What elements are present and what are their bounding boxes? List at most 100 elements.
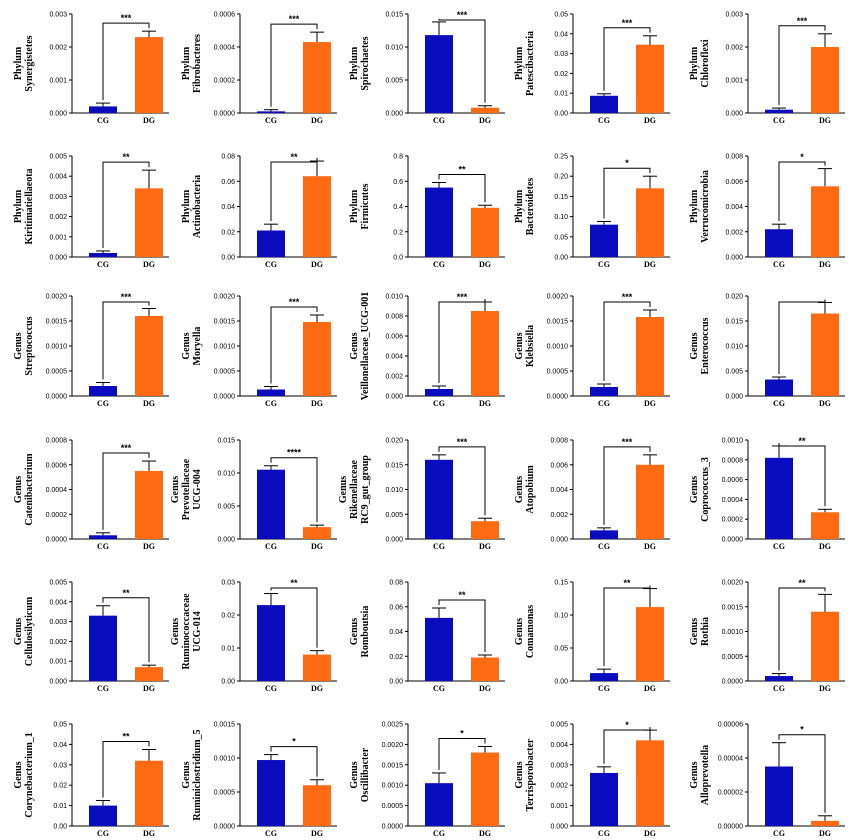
y-tick-label: 0.0008 (722, 457, 744, 464)
y-tick-label: 0.05 (554, 646, 568, 653)
significance-bracket (102, 301, 150, 380)
category-label: DG (819, 684, 831, 693)
y-tick-label: 0.005 (49, 580, 67, 587)
y-tick-label: 0.006 (725, 179, 743, 186)
y-tick-label: 0.000 (385, 111, 403, 118)
significance-label: *** (457, 10, 468, 20)
y-axis-label: Corynebacterium_1 (24, 732, 35, 818)
y-tick-label: 0.0010 (46, 344, 68, 351)
y-axis-label: Phylum (514, 189, 525, 223)
category-label: DG (143, 684, 155, 693)
y-tick-label: 0.006 (550, 462, 568, 469)
y-axis-label: UCG-014 (192, 611, 203, 652)
y-axis-label: Genus (689, 618, 700, 645)
y-tick-label: 0.001 (550, 803, 568, 810)
bar-cg (257, 111, 285, 113)
y-axis-label: Phylum (13, 189, 24, 223)
category-label: CG (97, 399, 109, 408)
significance-label: *** (289, 297, 300, 307)
significance-label: **** (287, 448, 302, 458)
significance-bracket (603, 585, 651, 667)
significance-bracket (102, 597, 150, 663)
bar-dg (135, 37, 163, 113)
y-tick-label: 0.003 (550, 762, 568, 769)
y-tick-label: 0.0020 (382, 742, 404, 749)
category-label: CG (598, 829, 610, 838)
chart-panel: 0.00 0.01 0.02 0.03 CG DG ** Genus Ruminococcace… (170, 578, 337, 693)
y-tick-label: 0.6 (393, 179, 403, 186)
y-tick-label: 0.002 (49, 45, 67, 52)
y-tick-label: 0.000 (385, 394, 403, 401)
y-tick-label: 0.0005 (46, 369, 68, 376)
y-tick-label: 0.0005 (214, 369, 236, 376)
y-axis-label: Veillonellaceae_UCG-001 (360, 292, 371, 401)
bar-dg (811, 611, 839, 681)
y-tick-label: 0.008 (550, 438, 568, 445)
y-tick-label: 0.004 (49, 174, 67, 181)
significance-label: * (292, 737, 296, 747)
y-tick-label: 0.000 (550, 537, 568, 544)
category-label: DG (819, 260, 831, 269)
y-tick-label: 0.04 (221, 204, 235, 211)
y-axis-label: Genus (349, 761, 360, 788)
y-tick-label: 0.010 (385, 294, 403, 301)
y-axis-label: Genus (349, 618, 360, 645)
significance-label: ** (798, 578, 806, 588)
category-label: CG (433, 542, 445, 551)
category-label: CG (433, 399, 445, 408)
chart-panel: 0.0000 0.0002 0.0004 0.0006 CG DG *** Phylum Fib… (181, 12, 337, 125)
y-tick-label: 0.0004 (46, 487, 68, 494)
significance-label: * (625, 158, 629, 168)
y-tick-label: 0.0000 (214, 111, 236, 118)
y-tick-label: 0.0005 (547, 369, 569, 376)
y-axis-label: Oscillibacter (360, 747, 371, 802)
bar-dg (303, 42, 331, 113)
bar-cg (425, 35, 453, 114)
category-label: DG (644, 399, 656, 408)
y-tick-label: 0.4 (393, 204, 403, 211)
y-tick-label: 0.010 (385, 487, 403, 494)
bar-cg (425, 187, 453, 257)
y-axis-label: Phylum (689, 189, 700, 223)
y-axis-label: Genus (13, 332, 24, 359)
y-tick-label: 0.0015 (547, 319, 569, 326)
y-axis-label: Phylum (13, 46, 24, 80)
y-axis-label: Synergistetes (24, 35, 35, 91)
y-axis-label: Genus (181, 761, 192, 788)
chart-panel: 0.0000 0.0005 0.0010 0.0015 0.0020 CG DG *** Gen… (13, 292, 169, 408)
y-tick-label: 0.0000 (722, 679, 744, 686)
y-tick-label: 0.0005 (214, 790, 236, 797)
chart-panel: 0.00 0.02 0.04 0.06 0.08 CG DG ** Genus Romboutsi… (349, 580, 505, 693)
y-tick-label: 0.000 (725, 111, 743, 118)
bar-cg (89, 386, 117, 396)
y-tick-label: 0.0000 (214, 824, 236, 831)
bar-dg (303, 176, 331, 257)
y-tick-label: 0.00 (554, 255, 568, 262)
bar-cg (257, 469, 285, 539)
bar-dg (471, 657, 499, 681)
y-axis-label: Verrucomicrobia (700, 170, 711, 243)
y-tick-label: 0.0020 (46, 294, 68, 301)
y-tick-label: 0.002 (49, 639, 67, 646)
y-tick-label: 0.00004 (718, 756, 743, 763)
bar-cg (89, 252, 117, 257)
y-tick-label: 0.020 (725, 294, 743, 301)
significance-label: *** (622, 292, 633, 302)
category-label: CG (598, 116, 610, 125)
bar-cg (590, 387, 618, 396)
y-tick-label: 0.0006 (722, 477, 744, 484)
bar-dg (636, 464, 664, 539)
y-tick-label: 0.020 (385, 438, 403, 445)
y-tick-label: 0.04 (554, 31, 568, 38)
bar-cg (257, 760, 285, 826)
chart-panel: 0.0000 0.0005 0.0010 0.0015 0.0020 CG DG *** Gen… (514, 292, 670, 408)
significance-bracket (603, 27, 651, 91)
y-axis-label: Atopobium (525, 465, 536, 514)
y-axis-label: UCG-004 (192, 469, 203, 510)
bar-cg (257, 605, 285, 681)
y-axis-label: Phylum (689, 46, 700, 80)
y-tick-label: 0.0025 (382, 722, 404, 729)
y-tick-label: 0.005 (49, 154, 67, 161)
significance-bracket (438, 737, 486, 770)
y-tick-label: 0.08 (221, 154, 235, 161)
